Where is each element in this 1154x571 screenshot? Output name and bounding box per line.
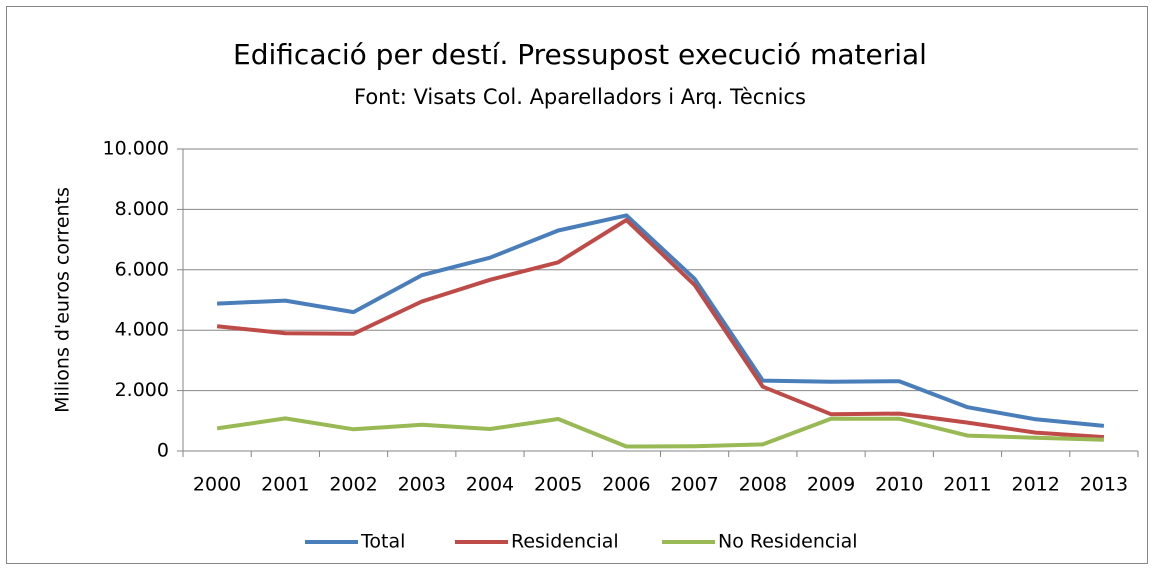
chart-title: Edificació per destí. Pressupost execuci… [233, 38, 927, 71]
chart-border [6, 6, 1148, 564]
y-axis-label: Milions d'euros corrents [52, 187, 74, 413]
x-tick-label: 2012 [1011, 474, 1059, 496]
x-tick-label: 2003 [398, 474, 446, 496]
y-tick-label: 0 [157, 440, 169, 462]
x-tick-label: 2005 [534, 474, 582, 496]
x-tick-label: 2006 [602, 474, 650, 496]
chart-subtitle: Font: Visats Col. Aparelladors i Arq. Tè… [354, 85, 806, 109]
x-tick-label: 2000 [193, 474, 241, 496]
legend-label: Total [360, 531, 405, 553]
x-tick-label: 2010 [875, 474, 923, 496]
x-tick-label: 2001 [261, 474, 309, 496]
x-tick-label: 2004 [466, 474, 514, 496]
x-tick-label: 2009 [807, 474, 855, 496]
y-tick-label: 2.000 [115, 379, 169, 401]
y-tick-label: 6.000 [115, 258, 169, 280]
y-tick-label: 10.000 [103, 138, 169, 160]
x-tick-label: 2007 [670, 474, 718, 496]
x-tick-label: 2008 [739, 474, 787, 496]
y-tick-label: 8.000 [115, 198, 169, 220]
x-tick-label: 2002 [329, 474, 377, 496]
legend-label: No Residencial [718, 531, 858, 553]
x-tick-label: 2011 [943, 474, 991, 496]
series-line [217, 213, 1105, 428]
legend-label: Residencial [511, 531, 619, 553]
x-tick-label: 2013 [1080, 474, 1128, 496]
series-line [216, 218, 1105, 440]
y-tick-label: 4.000 [115, 319, 169, 341]
series-line [216, 416, 1104, 449]
